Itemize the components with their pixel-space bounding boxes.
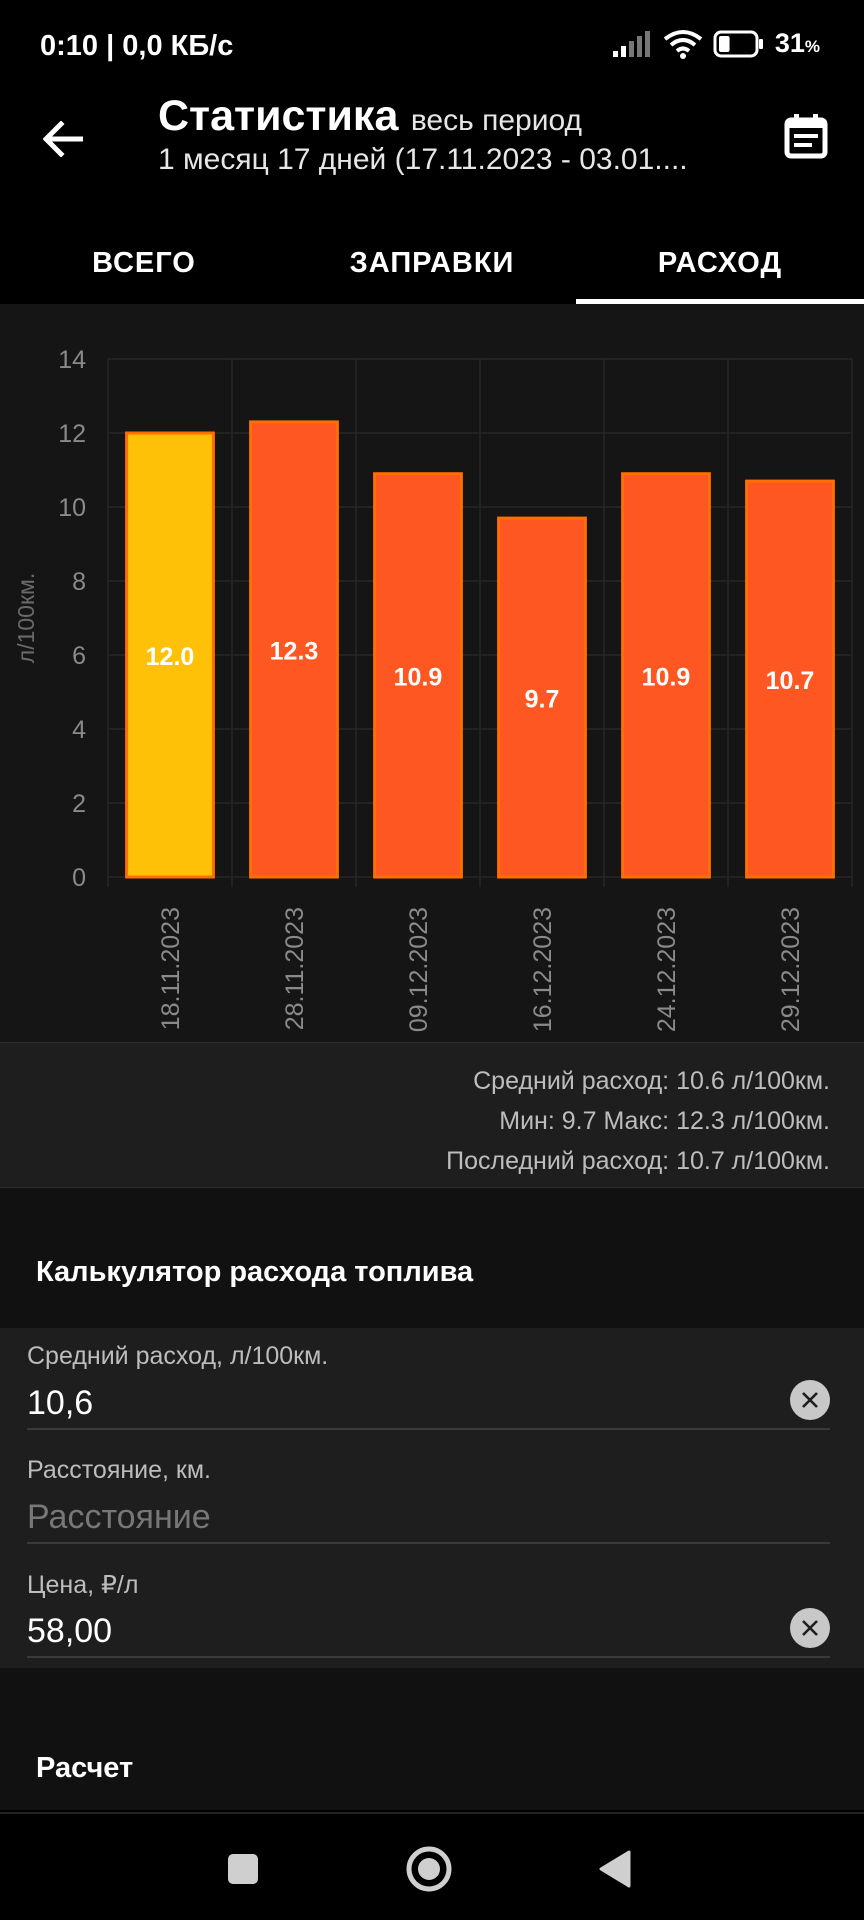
consumption-chart: 0 2 4 6 8 10 12 14 л/100км. 12.0 18.11.2023 12.3 28.… xyxy=(0,304,864,1042)
period-range: 1 месяц 17 дней (17.11.2023 - 03.01.... xyxy=(158,143,688,176)
back-button[interactable] xyxy=(30,106,96,172)
avg-consumption-text: Средний расход: 10.6 л/100км. xyxy=(473,1067,830,1095)
period-label: весь период xyxy=(410,104,582,137)
close-icon xyxy=(802,1620,818,1636)
back-triangle-icon xyxy=(599,1850,631,1888)
avg-consumption-field: Средний расход, л/100км. xyxy=(27,1328,830,1438)
avg-consumption-label: Средний расход, л/100км. xyxy=(27,1342,329,1370)
y-tick-label: 0 xyxy=(72,864,86,892)
clear-price-button[interactable] xyxy=(790,1608,830,1648)
bar xyxy=(745,479,835,879)
distance-label: Расстояние, км. xyxy=(27,1456,211,1484)
price-label: Цена, ₽/л xyxy=(27,1571,139,1599)
calculator-form: Средний расход, л/100км. Расстояние, км.… xyxy=(0,1328,864,1668)
y-tick-label: 8 xyxy=(72,568,86,596)
status-bar: 0:10 | 0,0 КБ/с 31% xyxy=(0,0,864,92)
title-block: Статистика весь период 1 месяц 17 дней (… xyxy=(158,92,718,177)
x-tick-label: 09.12.2023 xyxy=(405,907,433,1032)
chart-svg: 0 2 4 6 8 10 12 14 л/100км. 12.0 18.11.2023 12.3 28.… xyxy=(13,346,853,1032)
x-tick-label: 28.11.2023 xyxy=(281,907,309,1030)
close-icon xyxy=(802,1392,818,1408)
distance-field: Расстояние, км. xyxy=(27,1442,830,1552)
back-nav-button[interactable] xyxy=(580,1834,650,1904)
bar-value-label: 10.9 xyxy=(394,663,443,691)
price-input[interactable] xyxy=(27,1612,767,1651)
y-tick-label: 10 xyxy=(58,494,86,522)
tab-refuels[interactable]: ЗАПРАВКИ xyxy=(349,246,515,279)
status-time-speed: 0:10 | 0,0 КБ/с xyxy=(40,30,234,62)
app-bar: Статистика весь период 1 месяц 17 дней (… xyxy=(0,92,864,222)
last-consumption-text: Последний расход: 10.7 л/100км. xyxy=(446,1147,830,1175)
x-tick-label: 24.12.2023 xyxy=(653,907,681,1032)
bar xyxy=(125,431,215,879)
x-tick-label: 29.12.2023 xyxy=(777,907,805,1032)
field-underline xyxy=(27,1656,830,1658)
consumption-summary: Средний расход: 10.6 л/100км. Мин: 9.7 М… xyxy=(0,1042,864,1188)
recents-button[interactable] xyxy=(208,1834,278,1904)
distance-input[interactable] xyxy=(27,1498,767,1537)
result-header: Расчет xyxy=(0,1668,864,1810)
bar xyxy=(373,472,463,879)
field-underline xyxy=(27,1542,830,1544)
bar-value-label: 9.7 xyxy=(525,686,560,714)
result-title: Расчет xyxy=(36,1752,134,1784)
calendar-button[interactable] xyxy=(776,106,836,166)
min-max-text: Мин: 9.7 Макс: 12.3 л/100км. xyxy=(499,1107,830,1135)
status-icons: 31% xyxy=(612,28,820,59)
battery-percent: 31% xyxy=(774,28,820,58)
bar-value-label: 10.9 xyxy=(642,663,691,691)
recents-square-icon xyxy=(228,1854,258,1884)
y-tick-label: 14 xyxy=(58,346,86,374)
bar-value-label: 12.0 xyxy=(146,643,195,671)
system-nav-bar xyxy=(0,1812,864,1920)
tab-bar: ВСЕГО ЗАПРАВКИ РАСХОД xyxy=(0,222,864,304)
clear-avg-consumption-button[interactable] xyxy=(790,1380,830,1420)
arrow-left-icon xyxy=(43,121,83,157)
signal-icon xyxy=(612,30,650,57)
page-title: Статистика xyxy=(158,92,399,140)
y-axis-label: л/100км. xyxy=(13,573,39,663)
y-tick-label: 6 xyxy=(72,642,86,670)
avg-consumption-input[interactable] xyxy=(27,1384,767,1423)
wifi-icon xyxy=(663,29,703,59)
calculator-title: Калькулятор расхода топлива xyxy=(36,1256,474,1288)
x-tick-label: 16.12.2023 xyxy=(529,907,557,1032)
field-underline xyxy=(27,1428,830,1430)
tab-consumption[interactable]: РАСХОД xyxy=(576,222,864,304)
x-tick-label: 18.11.2023 xyxy=(157,907,185,1030)
battery-icon xyxy=(713,30,763,57)
home-circle-icon xyxy=(406,1846,452,1892)
bar xyxy=(497,516,587,879)
tab-total[interactable]: ВСЕГО xyxy=(92,246,196,279)
y-tick-label: 12 xyxy=(58,420,86,448)
y-tick-label: 4 xyxy=(72,716,86,744)
calculator-header: Калькулятор расхода топлива xyxy=(0,1188,864,1328)
y-tick-label: 2 xyxy=(72,790,86,818)
bar xyxy=(621,472,711,879)
price-field: Цена, ₽/л xyxy=(27,1556,830,1666)
bar-value-label: 12.3 xyxy=(270,637,319,665)
calendar-icon xyxy=(784,114,828,159)
bar xyxy=(249,420,339,879)
home-button[interactable] xyxy=(394,1834,464,1904)
bar-value-label: 10.7 xyxy=(766,667,815,695)
